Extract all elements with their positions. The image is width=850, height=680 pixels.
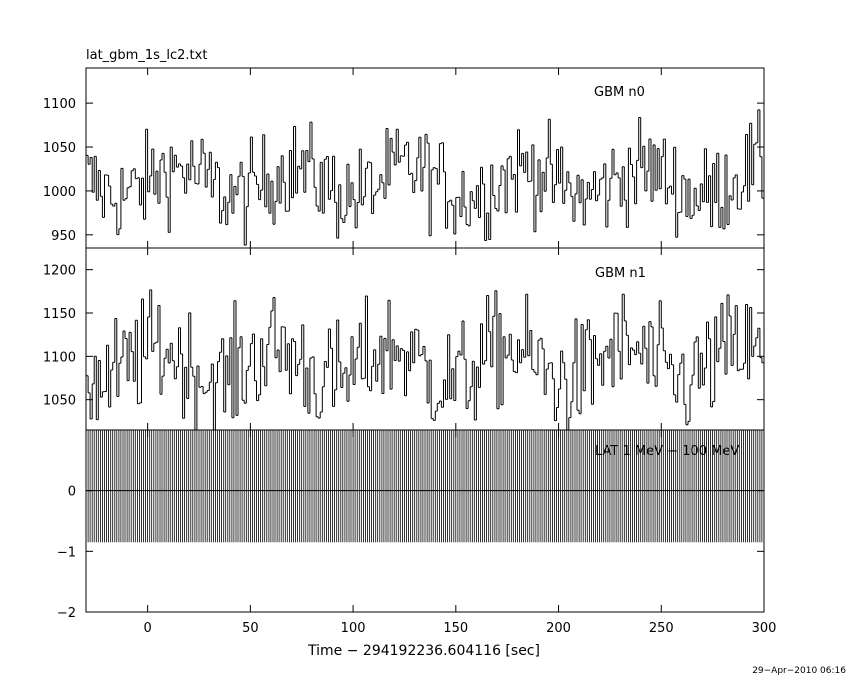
x-tick-label: 250 bbox=[649, 621, 674, 636]
series-label-gbm-n1: GBM n1 bbox=[595, 266, 646, 281]
y-tick-label-gbm-n1: 1100 bbox=[43, 350, 76, 365]
y-tick-label-gbm-n0: 950 bbox=[51, 229, 76, 244]
y-tick-label-gbm-n0: 1000 bbox=[43, 185, 76, 200]
y-tick-label-gbm-n0: 1100 bbox=[43, 97, 76, 112]
y-tick-label-lat: 0 bbox=[68, 485, 76, 500]
series-lat bbox=[86, 430, 764, 543]
x-tick-label: 100 bbox=[341, 621, 366, 636]
y-tick-label-lat: −2 bbox=[57, 606, 76, 621]
error-bars-lat bbox=[86, 430, 764, 543]
panel-gbm-n1: 1050 1100 1150 1200 bbox=[43, 247, 765, 431]
panel-lat: 0 −1 −2 0 50 100 150 200 250 300 bbox=[57, 429, 777, 636]
x-tick-label: 300 bbox=[752, 621, 777, 636]
series-gbm-n0 bbox=[86, 109, 764, 246]
timestamp: 29−Apr−2010 06:16 bbox=[752, 666, 846, 676]
y-tick-label-gbm-n1: 1200 bbox=[43, 264, 76, 279]
x-tick-label: 200 bbox=[546, 621, 571, 636]
line-gbm-n0 bbox=[86, 109, 764, 246]
frame-gbm-n1 bbox=[85, 247, 765, 431]
series-label-lat: LAT 1 MeV − 100 MeV bbox=[595, 444, 739, 459]
x-tick-label: 0 bbox=[143, 621, 151, 636]
x-axis-label: Time − 294192236.604116 [sec] bbox=[307, 643, 540, 659]
line-gbm-n1 bbox=[86, 289, 764, 430]
y-tick-label-gbm-n1: 1150 bbox=[43, 307, 76, 322]
frame-lat bbox=[85, 429, 765, 613]
y-tick-label-gbm-n0: 1050 bbox=[43, 141, 76, 156]
panel-gbm-n0: 950 1000 1050 1100 bbox=[43, 67, 765, 249]
series-label-gbm-n0: GBM n0 bbox=[594, 85, 645, 100]
plot-title: lat_gbm_1s_lc2.txt bbox=[86, 48, 207, 63]
series-gbm-n1 bbox=[86, 289, 764, 430]
y-tick-label-lat: −1 bbox=[57, 545, 76, 560]
y-tick-label-gbm-n1: 1050 bbox=[43, 394, 76, 409]
x-tick-label: 50 bbox=[242, 621, 259, 636]
x-tick-label: 150 bbox=[443, 621, 468, 636]
